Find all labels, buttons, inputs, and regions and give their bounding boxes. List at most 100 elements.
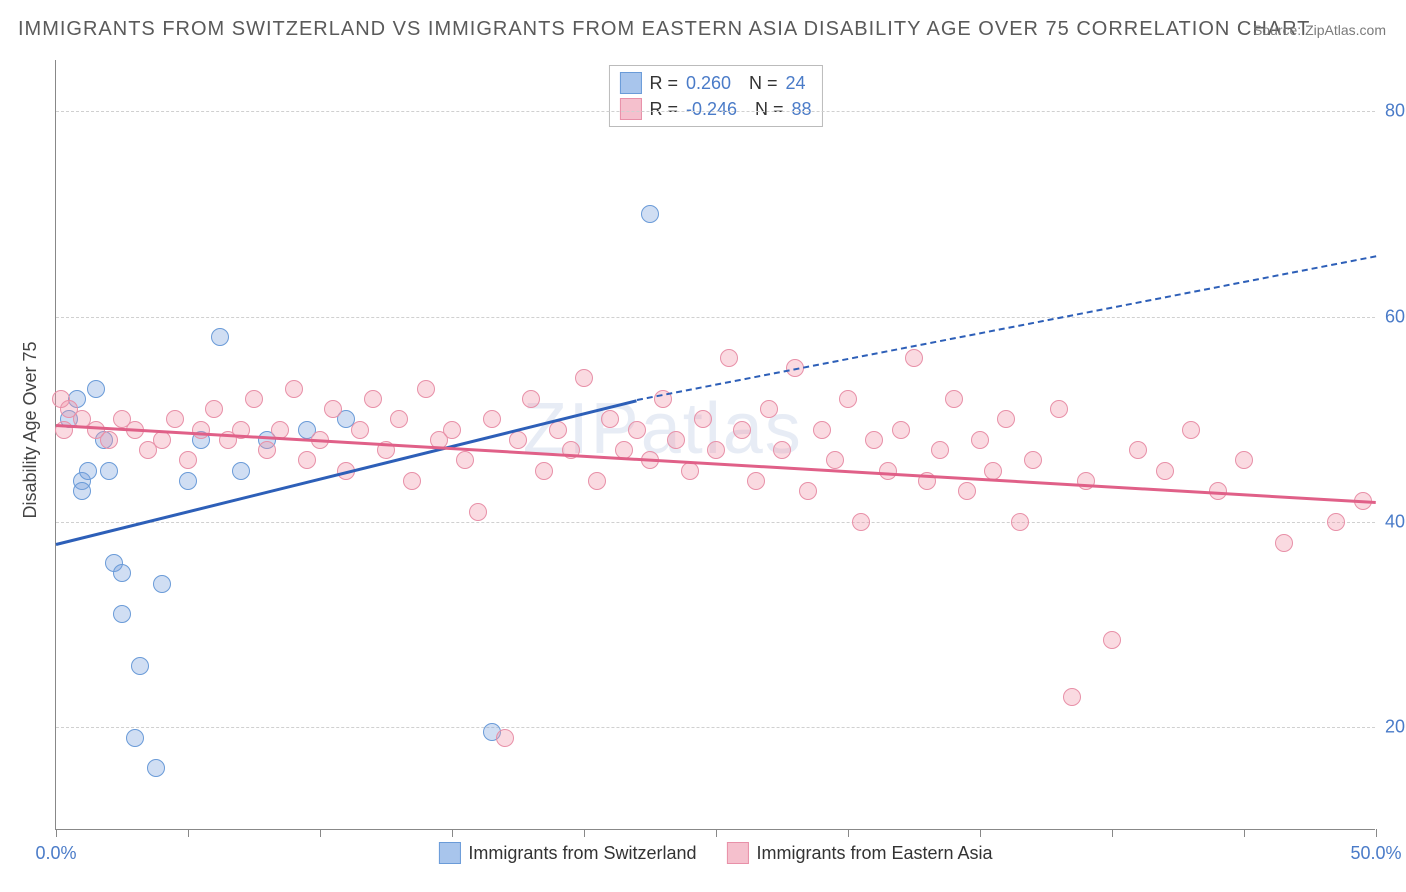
data-point <box>131 657 149 675</box>
x-tick <box>1376 829 1377 837</box>
data-point <box>509 431 527 449</box>
data-point <box>628 421 646 439</box>
trend-line <box>56 424 1376 504</box>
data-point <box>147 759 165 777</box>
legend-stats-box: R = 0.260 N = 24 R = -0.246 N = 88 <box>608 65 822 127</box>
legend-n-value-1: 88 <box>792 99 812 120</box>
data-point <box>417 380 435 398</box>
data-point <box>707 441 725 459</box>
data-point <box>720 349 738 367</box>
y-tick-label: 60.0% <box>1385 306 1406 327</box>
data-point <box>879 462 897 480</box>
data-point <box>839 390 857 408</box>
data-point <box>865 431 883 449</box>
legend-series-label-1: Immigrants from Eastern Asia <box>756 843 992 864</box>
x-tick <box>980 829 981 837</box>
chart-title: IMMIGRANTS FROM SWITZERLAND VS IMMIGRANT… <box>18 18 1310 41</box>
data-point <box>113 564 131 582</box>
x-tick <box>848 829 849 837</box>
legend-n-label: N = <box>749 73 778 94</box>
data-point <box>52 390 70 408</box>
data-point <box>1024 451 1042 469</box>
legend-r-value-1: -0.246 <box>686 99 737 120</box>
data-point <box>232 462 250 480</box>
data-point <box>456 451 474 469</box>
legend-swatch-eastern-asia <box>619 98 641 120</box>
x-tick <box>716 829 717 837</box>
data-point <box>799 482 817 500</box>
legend-stats-row-1: R = -0.246 N = 88 <box>619 96 811 122</box>
data-point <box>73 482 91 500</box>
data-point <box>179 451 197 469</box>
data-point <box>694 410 712 428</box>
source-label: Source: ZipAtlas.com <box>1253 22 1386 38</box>
data-point <box>166 410 184 428</box>
data-point <box>469 503 487 521</box>
legend-item-switzerland: Immigrants from Switzerland <box>438 842 696 864</box>
data-point <box>285 380 303 398</box>
trend-line-dashed <box>637 255 1377 401</box>
data-point <box>79 462 97 480</box>
data-point <box>113 605 131 623</box>
data-point <box>258 441 276 459</box>
data-point <box>100 431 118 449</box>
legend-swatch-eastern-asia-icon <box>726 842 748 864</box>
x-tick <box>188 829 189 837</box>
data-point <box>641 205 659 223</box>
legend-item-eastern-asia: Immigrants from Eastern Asia <box>726 842 992 864</box>
x-tick <box>584 829 585 837</box>
gridline-h <box>56 317 1375 318</box>
data-point <box>997 410 1015 428</box>
data-point <box>575 369 593 387</box>
data-point <box>390 410 408 428</box>
data-point <box>905 349 923 367</box>
data-point <box>483 410 501 428</box>
data-point <box>324 400 342 418</box>
data-point <box>601 410 619 428</box>
data-point <box>813 421 831 439</box>
legend-n-value-0: 24 <box>786 73 806 94</box>
gridline-h <box>56 727 1375 728</box>
y-axis-label: Disability Age Over 75 <box>20 341 41 518</box>
data-point <box>205 400 223 418</box>
gridline-h <box>56 111 1375 112</box>
data-point <box>773 441 791 459</box>
data-point <box>1103 631 1121 649</box>
data-point <box>747 472 765 490</box>
data-point <box>100 462 118 480</box>
data-point <box>443 421 461 439</box>
data-point <box>588 472 606 490</box>
data-point <box>211 328 229 346</box>
y-tick-label: 40.0% <box>1385 512 1406 533</box>
data-point <box>179 472 197 490</box>
data-point <box>931 441 949 459</box>
chart-container: IMMIGRANTS FROM SWITZERLAND VS IMMIGRANT… <box>0 0 1406 892</box>
legend-series-box: Immigrants from Switzerland Immigrants f… <box>438 842 992 864</box>
plot-area: ZIPatlas R = 0.260 N = 24 R = -0.246 N =… <box>55 60 1375 830</box>
data-point <box>298 451 316 469</box>
data-point <box>1182 421 1200 439</box>
legend-r-value-0: 0.260 <box>686 73 731 94</box>
legend-n-label: N = <box>755 99 784 120</box>
data-point <box>126 729 144 747</box>
data-point <box>971 431 989 449</box>
data-point <box>496 729 514 747</box>
data-point <box>945 390 963 408</box>
data-point <box>245 390 263 408</box>
y-tick-label: 20.0% <box>1385 717 1406 738</box>
data-point <box>364 390 382 408</box>
data-point <box>852 513 870 531</box>
y-tick-label: 80.0% <box>1385 101 1406 122</box>
data-point <box>826 451 844 469</box>
data-point <box>733 421 751 439</box>
gridline-h <box>56 522 1375 523</box>
data-point <box>1156 462 1174 480</box>
data-point <box>87 380 105 398</box>
data-point <box>667 431 685 449</box>
legend-series-label-0: Immigrants from Switzerland <box>468 843 696 864</box>
legend-stats-row-0: R = 0.260 N = 24 <box>619 70 811 96</box>
data-point <box>535 462 553 480</box>
x-tick-label: 0.0% <box>35 843 76 864</box>
x-tick <box>452 829 453 837</box>
data-point <box>1050 400 1068 418</box>
